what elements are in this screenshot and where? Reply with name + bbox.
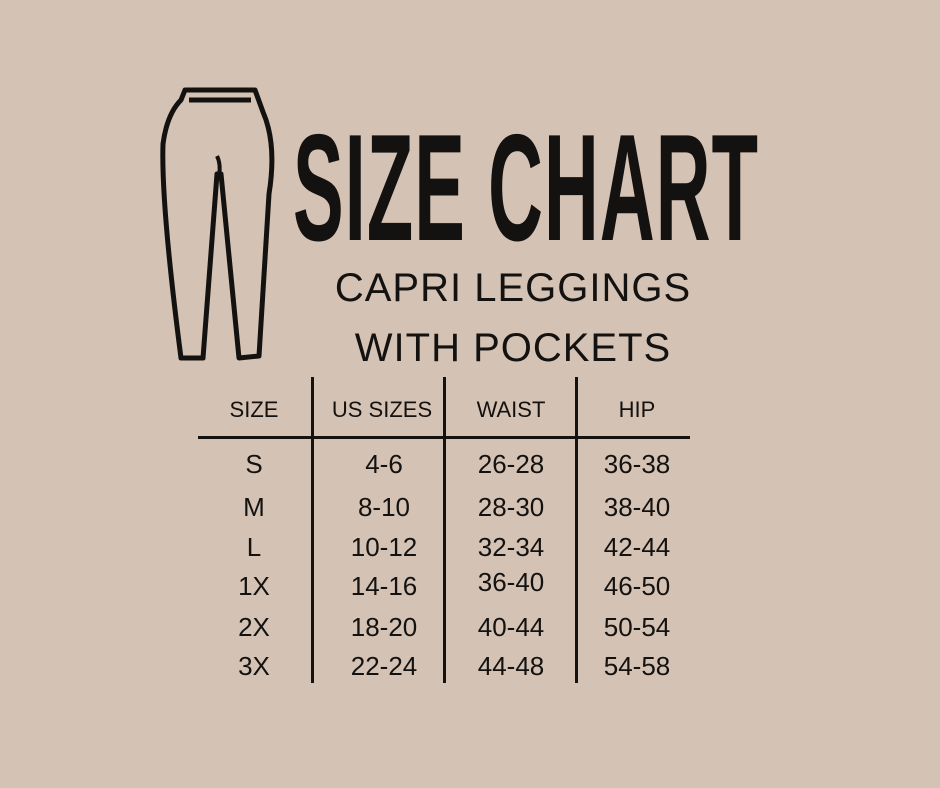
cell-us-size: 14-16 [350, 571, 418, 601]
cell-hip: 38-40 [603, 492, 671, 522]
subtitle-line-2: WITH POCKETS [354, 326, 672, 370]
cell-hip: 46-50 [603, 571, 671, 601]
cell-waist: 44-48 [477, 651, 545, 681]
cell-size: 3X [238, 651, 270, 681]
cell-hip: 50-54 [603, 612, 671, 642]
cell-waist: 32-34 [477, 532, 545, 562]
cell-waist: 36-40 [477, 567, 545, 597]
cell-us-size: 22-24 [350, 651, 418, 681]
cell-hip: 36-38 [603, 449, 671, 479]
header-us-sizes: US SIZES [331, 397, 433, 422]
column-divider [575, 377, 578, 683]
cell-hip: 54-58 [603, 651, 671, 681]
column-divider [443, 377, 446, 683]
cell-size: 1X [238, 571, 270, 601]
cell-us-size: 10-12 [350, 532, 418, 562]
cell-size: L [246, 532, 262, 562]
page-title: SIZE CHART [293, 103, 759, 273]
cell-size: 2X [238, 612, 270, 642]
cell-waist: 40-44 [477, 612, 545, 642]
cell-waist: 26-28 [477, 449, 545, 479]
cell-hip: 42-44 [603, 532, 671, 562]
leggings-icon [160, 87, 275, 361]
cell-waist: 28-30 [477, 492, 545, 522]
subtitle-line-1: CAPRI LEGGINGS [334, 266, 692, 310]
cell-size: S [245, 449, 263, 479]
header-waist: WAIST [476, 397, 546, 422]
column-divider [311, 377, 314, 683]
cell-size: M [243, 492, 265, 522]
cell-us-size: 4-6 [365, 449, 403, 479]
cell-us-size: 18-20 [350, 612, 418, 642]
header-size: SIZE [229, 397, 279, 422]
cell-us-size: 8-10 [357, 492, 411, 522]
header-hip: HIP [618, 397, 656, 422]
